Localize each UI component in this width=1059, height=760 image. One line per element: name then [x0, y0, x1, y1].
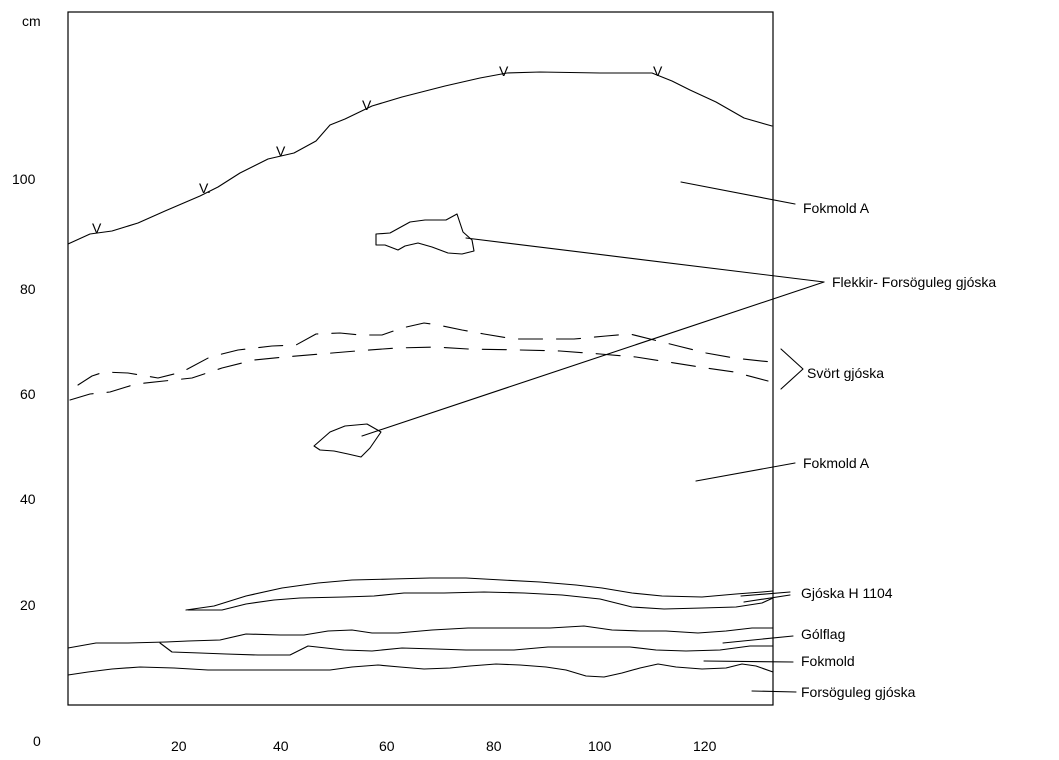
- surface-mark: V: [276, 143, 286, 159]
- gjoska-h1104-upper-line: [185, 577, 774, 611]
- y-tick-label: 80: [20, 281, 36, 297]
- y-tick-label: 40: [20, 491, 36, 507]
- leader-flekkir-lower: [361, 281, 825, 437]
- surface-mark: V: [362, 97, 372, 113]
- y-tick-labels: 100 80 60 40 20: [12, 171, 36, 613]
- y-tick-label: 60: [20, 386, 36, 402]
- x-tick-label: 80: [486, 738, 502, 754]
- leader-golflag: [722, 635, 794, 644]
- surface-mark: V: [92, 220, 102, 236]
- ash-patch-upper: [375, 213, 475, 255]
- ash-patch-lower: [313, 423, 382, 458]
- y-tick-label: 20: [20, 597, 36, 613]
- ground-surface-line: [67, 71, 773, 245]
- label-fokmold: Fokmold: [801, 653, 855, 669]
- x-tick-label: 60: [379, 738, 395, 754]
- label-svort-gjoska: Svört gjóska: [807, 365, 884, 381]
- x-tick-label: 0: [33, 733, 41, 749]
- surface-marks: V V. V V V V: [92, 63, 663, 236]
- x-tick-labels: 0 20 40 60 80 100 120: [33, 733, 717, 754]
- x-tick-label: 100: [588, 738, 612, 754]
- surface-mark: V: [499, 63, 509, 79]
- label-forsoguleg-gjoska: Forsöguleg gjóska: [801, 684, 916, 700]
- y-tick-label: 100: [12, 171, 36, 187]
- label-fokmold-a-lower: Fokmold A: [803, 455, 870, 471]
- label-gjoska-h1104: Gjóska H 1104: [801, 585, 893, 601]
- x-tick-label: 20: [171, 738, 187, 754]
- golflag-upper-line: [67, 625, 774, 649]
- label-flekkir: Flekkir- Forsöguleg gjóska: [832, 274, 996, 290]
- leader-fokmold-a-upper: [680, 181, 796, 205]
- leader-gjoska-h1104-a: [740, 591, 791, 597]
- label-fokmold-a-upper: Fokmold A: [803, 200, 870, 216]
- x-tick-label: 40: [273, 738, 289, 754]
- leader-flekkir-upper: [465, 237, 825, 283]
- leader-fokmold: [703, 660, 794, 663]
- fokmold-lower-line: [67, 663, 774, 678]
- surface-mark: V.: [199, 180, 211, 196]
- leader-gjoska-h1104-b: [743, 594, 791, 603]
- leader-forsoguleg-gjoska: [751, 690, 797, 693]
- black-tephra-upper-line: [77, 322, 772, 386]
- leader-fokmold-a-lower: [695, 462, 796, 482]
- golflag-lower-line: [159, 642, 774, 656]
- y-unit-label: cm: [22, 13, 41, 29]
- label-golflag: Gólflag: [801, 626, 845, 642]
- black-tephra-lower-line: [69, 346, 769, 401]
- surface-mark: V: [653, 63, 663, 79]
- gjoska-h1104-lower-line: [187, 591, 774, 611]
- bracket-svort-gjoska: [780, 348, 804, 390]
- x-tick-label: 120: [693, 738, 717, 754]
- plot-frame: [67, 11, 774, 706]
